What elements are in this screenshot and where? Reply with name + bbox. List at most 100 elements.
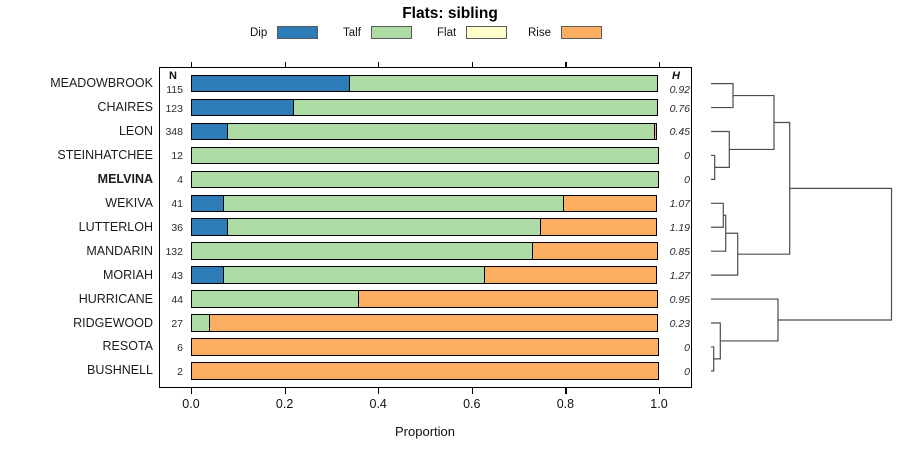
row-label-bushnell: BUSHNELL <box>87 363 153 378</box>
h-value: 0.45 <box>669 126 690 139</box>
bar-row-ridgewood <box>191 314 659 332</box>
row-label-steinhatchee: STEINHATCHEE <box>57 147 153 162</box>
bar-row-hurricane <box>191 290 659 308</box>
n-value: 115 <box>166 83 183 96</box>
bar-row-wekiva <box>191 194 659 213</box>
bar-segment-rise <box>539 218 657 236</box>
bar-row-leon <box>191 122 659 141</box>
x-tick-bottom <box>284 388 286 394</box>
row-label-wekiva: WEKIVA <box>105 195 153 210</box>
x-tick-label: 1.0 <box>650 397 668 411</box>
x-tick-top <box>378 61 380 67</box>
h-value: 0 <box>684 150 690 163</box>
x-tick-label: 0.8 <box>556 397 575 411</box>
bar-segment-talf <box>191 170 659 189</box>
dendrogram-branch <box>711 202 724 228</box>
row-label-moriah: MORIAH <box>103 267 153 282</box>
n-value: 132 <box>165 246 183 259</box>
row-label-mandarin: MANDARIN <box>86 243 153 258</box>
n-value: 43 <box>171 270 183 283</box>
h-value: 0 <box>684 174 690 187</box>
n-value: 41 <box>171 198 183 211</box>
x-tick-bottom <box>659 388 661 394</box>
x-tick-label: 0.2 <box>275 397 294 411</box>
bar-row-mandarin <box>191 242 659 260</box>
chart-title: Flats: sibling <box>402 5 498 22</box>
legend-swatch-rise <box>561 26 603 39</box>
row-label-hurricane: HURRICANE <box>78 291 153 306</box>
bar-row-melvina <box>191 170 659 189</box>
bar-row-meadowbrook <box>191 74 659 93</box>
h-value: 0.95 <box>669 294 690 307</box>
x-tick-top <box>284 61 286 67</box>
dendrogram-branch <box>778 187 893 321</box>
h-value: 1.19 <box>669 222 690 235</box>
bar-segment-rise <box>531 242 658 260</box>
bar-row-resota <box>191 338 659 356</box>
h-value: 1.27 <box>669 270 690 283</box>
dendrogram-branch <box>711 83 734 109</box>
x-tick-bottom <box>471 388 473 394</box>
n-value: 27 <box>171 318 183 330</box>
legend-label: Rise <box>528 26 552 39</box>
legend-item-rise: Rise <box>528 25 603 40</box>
legend-swatch-dip <box>277 26 319 39</box>
dendrogram-branch <box>711 298 779 342</box>
bar-row-chaires <box>191 98 659 117</box>
bar-row-moriah <box>191 266 659 284</box>
n-value: 123 <box>165 102 183 115</box>
x-tick-top <box>659 61 661 67</box>
n-value: 348 <box>165 126 183 139</box>
n-value: 12 <box>171 150 183 163</box>
n-value: 44 <box>171 294 183 307</box>
x-tick-bottom <box>378 388 380 394</box>
bar-segment-rise <box>208 314 658 332</box>
x-tick-label: 0.6 <box>463 397 481 411</box>
bar-row-bushnell <box>191 362 659 380</box>
dendrogram-branch <box>729 94 775 151</box>
legend-swatch-talf <box>370 26 412 39</box>
dendrogram-branch <box>711 154 716 180</box>
bar-segment-rise <box>654 122 657 141</box>
row-label-melvina: MELVINA <box>97 171 153 186</box>
bar-segment-rise <box>563 194 657 213</box>
row-label-ridgewood: RIDGEWOOD <box>73 315 153 330</box>
dendrogram-branch <box>711 322 721 360</box>
h-value: 0 <box>684 365 690 378</box>
x-tick-top <box>565 61 567 67</box>
h-column-header: H <box>672 70 680 82</box>
legend-item-talf: Talf <box>343 25 412 40</box>
x-tick-top <box>191 61 193 67</box>
bar-segment-rise <box>483 266 657 284</box>
dendrogram-branch <box>711 232 739 276</box>
legend-label: Talf <box>343 26 361 39</box>
row-label-meadowbrook: MEADOWBROOK <box>50 76 153 91</box>
bar-segment-talf <box>191 146 659 165</box>
x-tick-label: 0.4 <box>369 397 387 411</box>
n-column-header: N <box>169 70 177 82</box>
dendrogram-branch <box>737 121 791 255</box>
legend-label: Dip <box>250 26 268 39</box>
bar-segment-rise <box>191 362 659 380</box>
h-value: 0 <box>684 341 690 354</box>
legend-item-flat: Flat <box>437 25 508 40</box>
legend-item-dip: Dip <box>250 25 319 40</box>
x-tick-bottom <box>191 388 193 394</box>
plot-area-box <box>159 67 692 388</box>
dendrogram-branch <box>711 130 730 168</box>
n-value: 4 <box>177 174 183 187</box>
h-value: 0.92 <box>669 83 690 96</box>
bar-segment-rise <box>358 290 658 308</box>
x-tick-bottom <box>565 388 567 394</box>
row-label-lutterloh: LUTTERLOH <box>78 219 153 234</box>
n-value: 6 <box>177 341 183 354</box>
n-value: 36 <box>171 222 183 235</box>
bar-segment-rise <box>191 338 659 356</box>
row-label-chaires: CHAIRES <box>97 100 153 115</box>
x-tick-top <box>471 61 473 67</box>
x-axis-title: Proportion <box>395 424 455 439</box>
legend-swatch-flat <box>466 26 508 39</box>
dendrogram-branch <box>711 346 715 372</box>
bar-segment-talf <box>292 98 658 117</box>
